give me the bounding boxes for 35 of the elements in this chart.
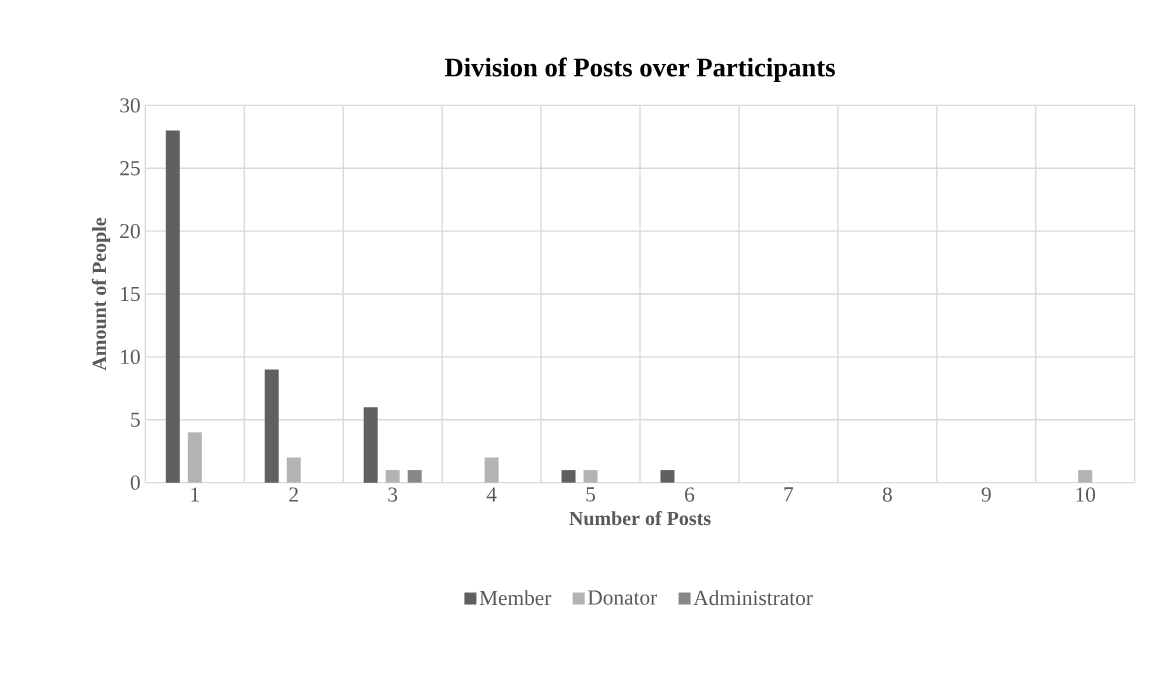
y-tick-label: 20	[120, 224, 140, 239]
y-tick-label: 5	[131, 412, 140, 428]
bar	[385, 470, 400, 483]
x-tick-label: 10	[1076, 487, 1096, 502]
x-tick-label: 5	[586, 487, 596, 502]
x-tick-label: 4	[486, 487, 497, 502]
bar	[264, 369, 279, 483]
bar	[363, 407, 378, 483]
bar	[187, 432, 202, 483]
x-tick-label: 3	[388, 487, 398, 502]
bar	[583, 470, 598, 483]
bar	[484, 457, 499, 483]
bar	[1078, 470, 1093, 483]
y-tick-label: 30	[120, 98, 140, 113]
x-tick-label: 7	[784, 487, 794, 502]
x-tick-label: 6	[685, 487, 695, 502]
x-axis-title: Number of Posts	[569, 511, 711, 526]
legend-label: Administrator	[693, 590, 813, 606]
legend-label: Donator	[587, 590, 658, 605]
y-tick-label: 0	[130, 475, 140, 491]
y-tick-label: 15	[121, 287, 140, 302]
bar	[660, 470, 675, 483]
bar	[286, 457, 301, 483]
y-tick-label: 10	[121, 349, 140, 365]
x-tick-label: 2	[289, 487, 298, 502]
bar	[561, 470, 576, 483]
y-axis-title: Amount of People	[91, 218, 111, 371]
chart-title: Division of Posts over Participants	[444, 57, 835, 83]
bar	[407, 470, 422, 483]
x-tick-label: 9	[981, 487, 991, 502]
x-tick-label: 1	[191, 487, 199, 502]
legend-label: Member	[479, 590, 552, 606]
x-tick-label: 8	[882, 487, 892, 502]
y-tick-label: 25	[120, 161, 140, 176]
bar	[165, 130, 180, 483]
